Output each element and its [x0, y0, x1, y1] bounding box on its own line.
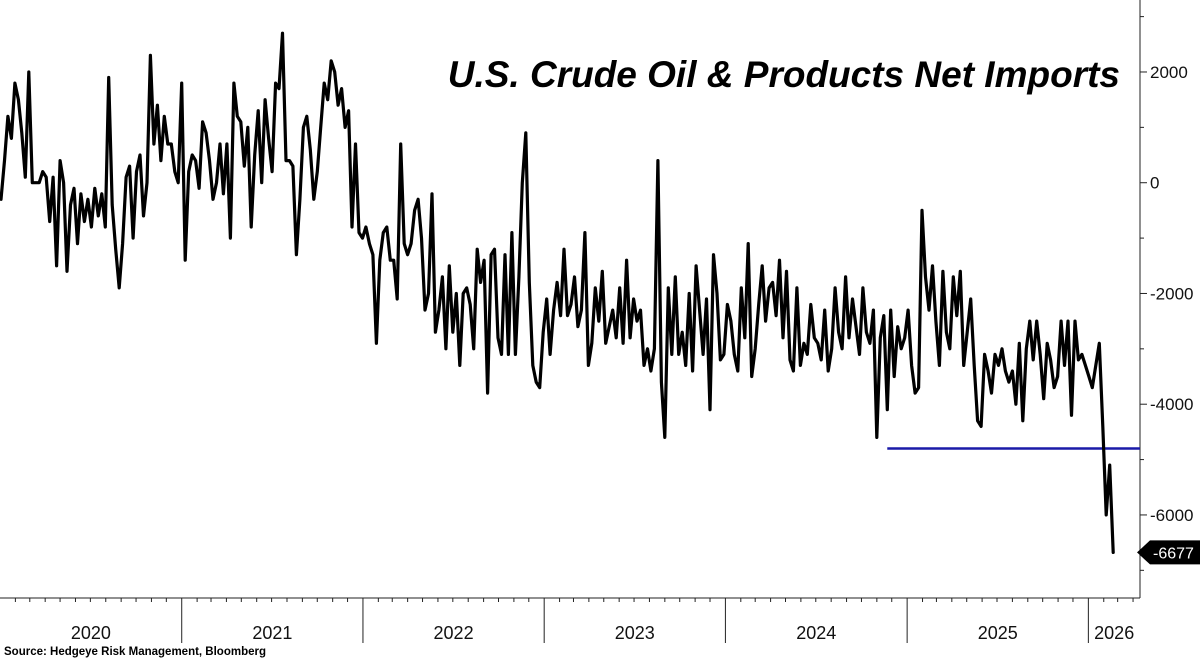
- x-year-label: 2022: [434, 623, 474, 643]
- y-tick-label: -2000: [1150, 284, 1193, 303]
- x-year-label: 2024: [796, 623, 836, 643]
- y-tick-label: -4000: [1150, 395, 1193, 414]
- x-year-label: 2026: [1094, 623, 1134, 643]
- chart-title: U.S. Crude Oil & Products Net Imports: [448, 54, 1120, 95]
- x-year-label: 2020: [71, 623, 111, 643]
- source-text: Source: Hedgeye Risk Management, Bloombe…: [4, 646, 266, 658]
- series-line-group: [0, 31, 1115, 555]
- x-year-label: 2021: [252, 623, 292, 643]
- y-tick-label: 2000: [1150, 63, 1188, 82]
- labels-group: U.S. Crude Oil & Products Net Imports So…: [4, 54, 1200, 658]
- y-tick-label: -6000: [1150, 506, 1193, 525]
- last-value-badge: [1137, 540, 1200, 565]
- series-line: [0, 31, 1115, 555]
- x-year-label: 2023: [615, 623, 655, 643]
- axes-group: 2000 0 -2000 -4000 -6000 2020 2021 2022 2023 2024…: [0, 0, 1193, 643]
- x-year-label: 2025: [978, 623, 1018, 643]
- y-tick-label: 0: [1150, 174, 1159, 193]
- last-value-label: -6677: [1153, 545, 1194, 562]
